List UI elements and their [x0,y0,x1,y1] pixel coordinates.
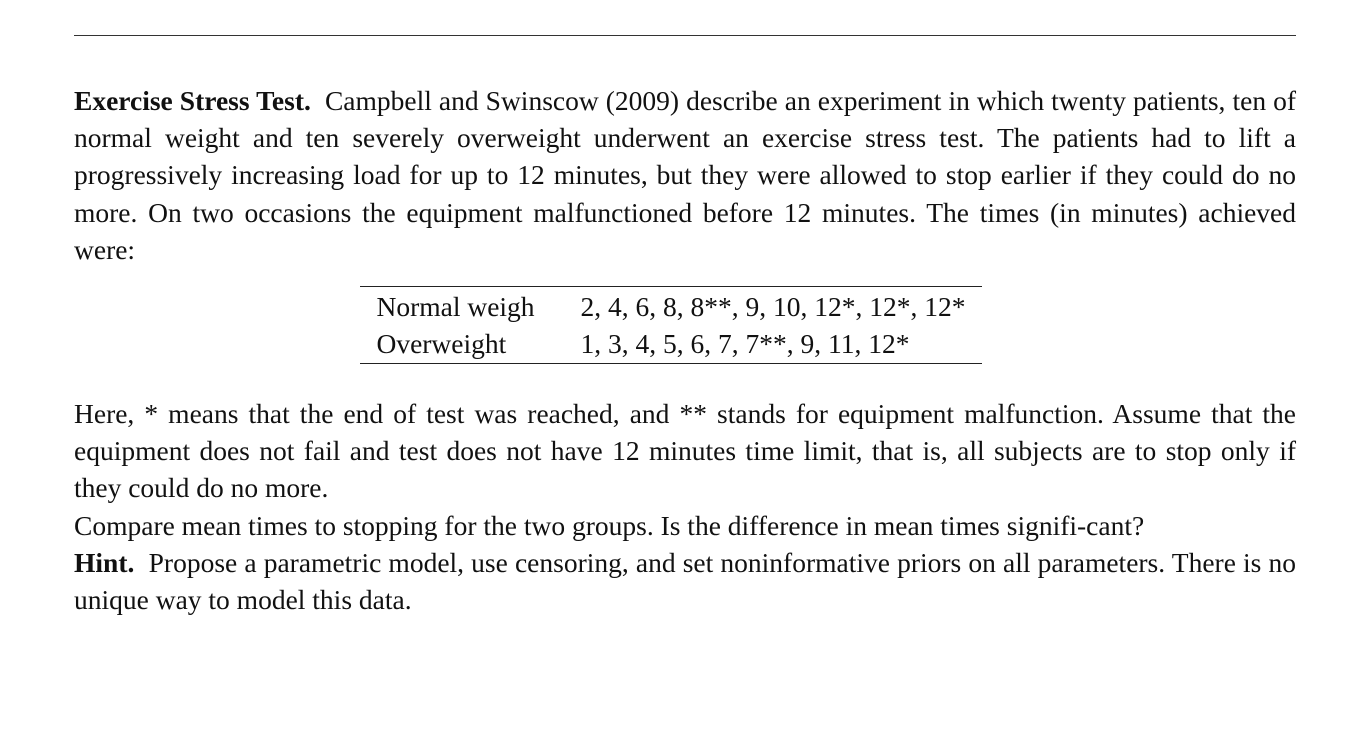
intro-paragraph: Exercise Stress Test. Campbell and Swins… [74,82,1296,268]
row-label-overweight: Overweight [376,328,507,360]
row-label-normal: Normal weigh [376,291,535,323]
intro-text: Campbell and Swinscow (2009) describe an… [74,85,1297,265]
row-values-overweight: 1, 3, 4, 5, 6, 7, 7**, 9, 11, 12* [580,328,910,360]
exercise-heading: Exercise Stress Test. [74,85,311,116]
row-values-normal: 2, 4, 6, 8, 8**, 9, 10, 12*, 12*, 12* [580,291,966,323]
problem-text: Exercise Stress Test. Campbell and Swins… [74,82,1296,618]
table-row: Normal weigh 2, 4, 6, 8, 8**, 9, 10, 12*… [360,287,981,326]
question-paragraph: Compare mean times to stopping for the t… [74,509,1145,541]
hint-heading: Hint. [74,546,135,578]
times-table: Normal weigh 2, 4, 6, 8, 8**, 9, 10, 12*… [360,286,982,365]
hint-paragraph: Hint. Propose a parametric model, use ce… [74,544,1296,618]
table-row: Overweight 1, 3, 4, 5, 6, 7, 7**, 9, 11,… [360,325,981,364]
legend-paragraph: Here, * means that the end of test was r… [74,398,1296,504]
hint-text: Propose a parametric model, use censorin… [74,546,1297,616]
table-wrapper: Normal weigh 2, 4, 6, 8, 8**, 9, 10, 12*… [74,286,1296,365]
top-rule [74,35,1296,36]
